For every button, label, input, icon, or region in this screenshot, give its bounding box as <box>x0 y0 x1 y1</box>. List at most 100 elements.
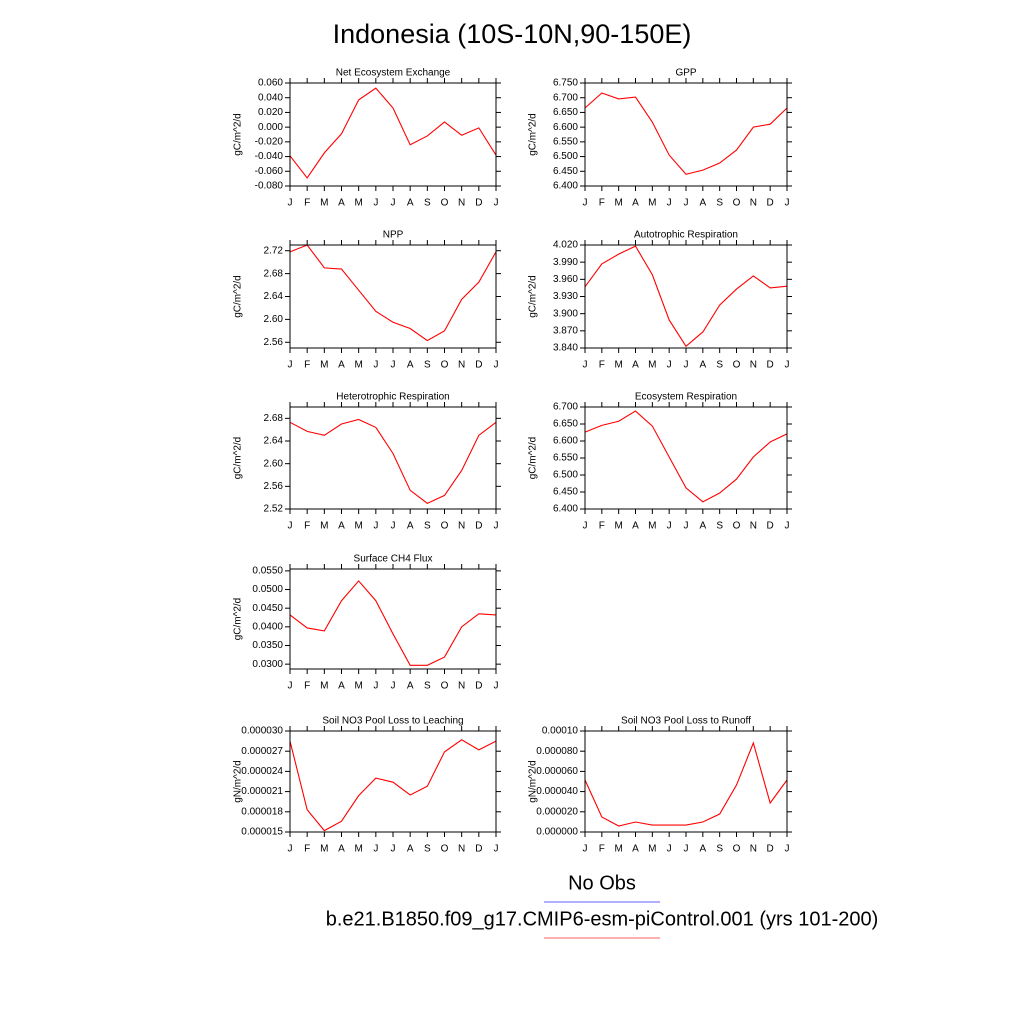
y-tick-label: 2.60 <box>264 314 284 325</box>
x-tick-label: S <box>424 681 431 692</box>
y-tick-label: 6.600 <box>553 122 578 133</box>
x-tick-label: J <box>583 360 588 371</box>
x-tick-label: J <box>494 521 499 532</box>
x-tick-label: N <box>750 521 757 532</box>
data-line <box>289 87 497 179</box>
y-tick-label: 6.500 <box>553 470 578 481</box>
x-tick-label: J <box>288 681 293 692</box>
x-tick-label: A <box>407 844 414 855</box>
y-tick-label: 6.500 <box>553 151 578 162</box>
data-line <box>289 580 497 666</box>
x-tick-label: N <box>458 681 465 692</box>
x-tick-label: M <box>614 521 622 532</box>
x-tick-label: D <box>767 198 774 209</box>
plot-frame <box>289 244 497 349</box>
y-tick-label: -0.040 <box>255 151 284 162</box>
x-tick-label: F <box>599 844 605 855</box>
x-tick-label: J <box>667 844 672 855</box>
x-tick-label: N <box>458 844 465 855</box>
x-tick-label: J <box>288 360 293 371</box>
x-tick-label: S <box>424 521 431 532</box>
x-tick-label: M <box>354 521 362 532</box>
y-tick-label: 6.650 <box>553 107 578 118</box>
plot-frame <box>289 82 497 187</box>
plot-frame <box>289 730 497 833</box>
plot-frame <box>584 406 788 510</box>
y-tick-label: 2.64 <box>264 436 284 447</box>
x-tick-label: J <box>684 360 689 371</box>
panel: Net Ecosystem Exchange gC/m^2/d -0.080 -0.0… <box>233 68 501 209</box>
y-tick-label: 0.000020 <box>536 806 578 817</box>
panel-title: Heterotrophic Respiration <box>336 392 449 403</box>
x-tick-label: A <box>338 521 345 532</box>
panel: Surface CH4 Flux gC/m^2/d 0.0300 0.0350 0.04… <box>233 554 501 692</box>
x-tick-label: O <box>733 844 741 855</box>
x-tick-label: O <box>733 198 741 209</box>
panel: Soil NO3 Pool Loss to LeachinggN/m^2/d0.… <box>233 716 501 855</box>
x-tick-label: J <box>785 521 790 532</box>
y-tick-label: 6.400 <box>553 181 578 192</box>
x-tick-label: F <box>599 360 605 371</box>
x-tick-label: J <box>494 844 499 855</box>
y-tick-label: 2.52 <box>264 504 284 515</box>
x-tick-label: J <box>583 844 588 855</box>
data-line <box>289 418 497 504</box>
figure-title: Indonesia (10S-10N,90-150E) <box>333 19 692 49</box>
y-tick-label: 0.000040 <box>536 786 578 797</box>
x-tick-label: J <box>494 198 499 209</box>
y-tick-label: 0.000 <box>258 122 283 133</box>
x-tick-label: J <box>494 681 499 692</box>
x-tick-label: A <box>338 844 345 855</box>
y-tick-label: 0.000024 <box>241 766 283 777</box>
y-tick-label: 3.960 <box>553 274 578 285</box>
x-tick-label: D <box>767 360 774 371</box>
data-line <box>289 739 497 832</box>
y-tick-label: 6.700 <box>553 92 578 103</box>
panel-title: NPP <box>383 230 404 241</box>
x-tick-label: A <box>407 360 414 371</box>
y-tick-label: 3.930 <box>553 291 578 302</box>
y-tick-label: 0.000060 <box>536 766 578 777</box>
x-tick-label: S <box>424 844 431 855</box>
x-tick-label: J <box>288 521 293 532</box>
y-tick-label: 0.0400 <box>252 621 283 632</box>
y-tick-label: 6.550 <box>553 453 578 464</box>
x-tick-label: A <box>632 198 639 209</box>
x-tick-label: O <box>733 360 741 371</box>
x-tick-label: F <box>304 681 310 692</box>
x-tick-label: J <box>391 681 396 692</box>
x-tick-label: A <box>699 360 706 371</box>
x-tick-label: J <box>667 360 672 371</box>
x-tick-label: J <box>391 198 396 209</box>
x-tick-label: A <box>338 360 345 371</box>
panel-title: Surface CH4 Flux <box>354 554 433 565</box>
panel-title: Soil NO3 Pool Loss to Runoff <box>621 716 751 727</box>
x-tick-label: J <box>494 360 499 371</box>
x-tick-label: A <box>699 844 706 855</box>
y-tick-label: 2.68 <box>264 268 284 279</box>
x-tick-label: D <box>475 360 482 371</box>
x-tick-label: N <box>750 844 757 855</box>
y-axis-label: gC/m^2/d <box>528 113 539 156</box>
y-axis-label: gC/m^2/d <box>233 598 244 641</box>
y-tick-label: 0.060 <box>258 78 283 89</box>
y-tick-label: 0.000000 <box>536 827 578 838</box>
x-tick-label: F <box>304 521 310 532</box>
y-tick-label: 2.56 <box>264 481 284 492</box>
x-tick-label: S <box>716 844 723 855</box>
x-tick-label: N <box>458 521 465 532</box>
x-tick-label: A <box>632 521 639 532</box>
x-tick-label: F <box>599 521 605 532</box>
x-tick-label: O <box>733 521 741 532</box>
y-tick-label: 2.60 <box>264 458 284 469</box>
x-tick-label: N <box>750 198 757 209</box>
y-tick-label: 2.68 <box>264 413 284 424</box>
x-tick-label: S <box>716 360 723 371</box>
y-tick-label: 0.0300 <box>252 659 283 670</box>
x-tick-label: M <box>320 360 328 371</box>
y-tick-label: 6.700 <box>553 402 578 413</box>
x-tick-label: M <box>614 844 622 855</box>
